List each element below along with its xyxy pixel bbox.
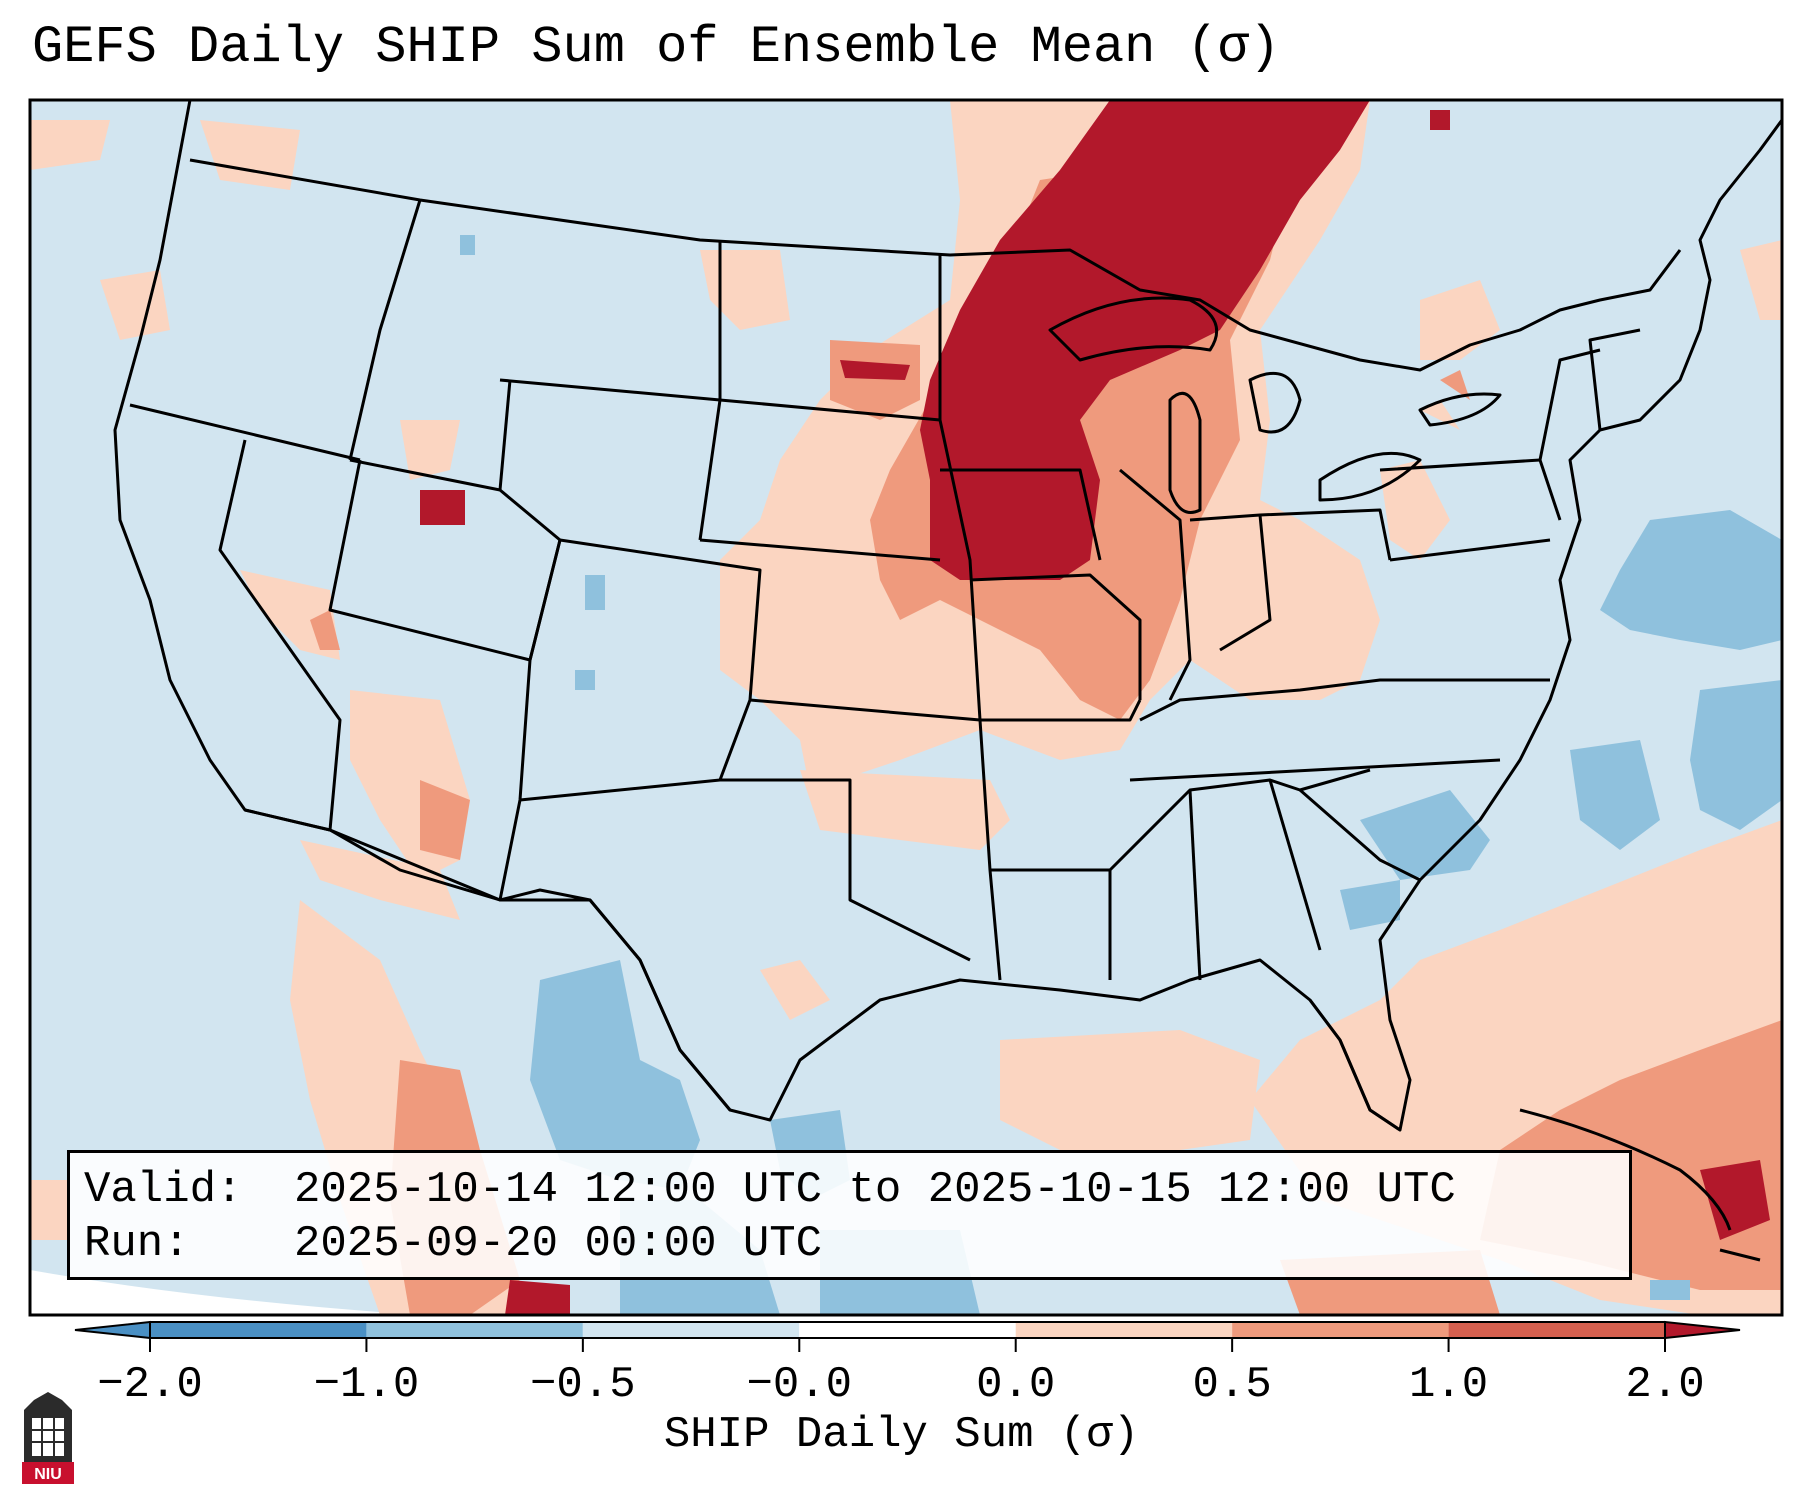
colorbar-segment <box>1015 1322 1233 1338</box>
colorbar-tick-label: 1.0 <box>1408 1360 1489 1410</box>
colorbar-extend-min <box>74 1320 151 1340</box>
colorbar-extend-max <box>1664 1320 1741 1340</box>
colorbar-tick-label: −2.0 <box>97 1360 203 1410</box>
svg-text:NIU: NIU <box>34 1466 62 1483</box>
colorbar-segment <box>150 1322 367 1338</box>
colorbar-frame <box>149 1321 1666 1339</box>
colorbar-tick-label: −0.5 <box>530 1360 636 1410</box>
colorbar-segment <box>582 1322 800 1338</box>
run-value: 2025-09-20 00:00 UTC <box>294 1219 823 1269</box>
colorbar-segment <box>1448 1322 1665 1338</box>
colorbar-tick-label: −0.0 <box>746 1360 853 1410</box>
map-field <box>30 100 1782 1315</box>
valid-run-info-box: Valid: 2025-10-14 12:00 UTC to 2025-10-15… <box>67 1150 1632 1280</box>
run-label: Run: <box>84 1219 190 1269</box>
colorbar <box>74 1320 1741 1352</box>
colorbar-segment <box>799 1322 1016 1338</box>
valid-value: 2025-10-14 12:00 UTC to 2025-10-15 12:00… <box>294 1165 1456 1215</box>
anomaly-strong-positive <box>420 100 1770 1315</box>
map-frame <box>28 98 1784 1317</box>
niu-logo: NIU <box>22 1392 74 1484</box>
valid-label: Valid: <box>84 1165 243 1215</box>
colorbar-tick-label: 0.5 <box>1192 1360 1272 1410</box>
colorbar-tick-label: 2.0 <box>1625 1360 1705 1410</box>
colorbar-segment <box>1232 1322 1449 1338</box>
state-boundaries <box>113 100 1782 1262</box>
colorbar-segment <box>366 1322 583 1338</box>
colorbar-tick-label: 0.0 <box>976 1360 1056 1410</box>
page-title: GEFS Daily SHIP Sum of Ensemble Mean (σ) <box>32 18 1281 77</box>
colorbar-tick-label: −1.0 <box>313 1360 420 1410</box>
colorbar-label: SHIP Daily Sum (σ) <box>663 1410 1140 1460</box>
